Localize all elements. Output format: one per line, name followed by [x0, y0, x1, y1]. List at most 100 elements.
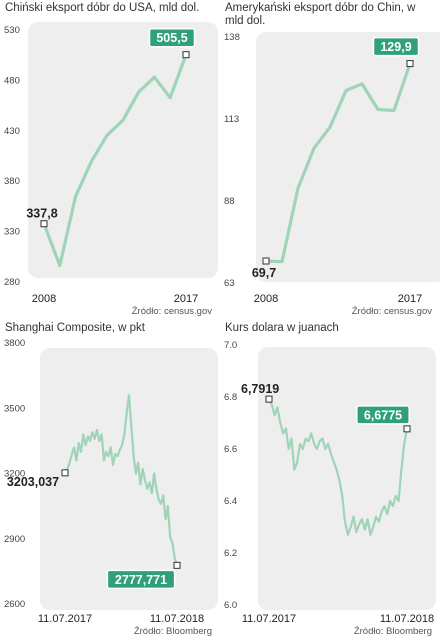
chart-title: Chiński eksport dóbr do USA, mld dol.: [5, 2, 200, 14]
start-marker: [262, 257, 270, 265]
data-point: [276, 406, 279, 408]
data-point: [392, 109, 396, 112]
data-point: [293, 469, 295, 471]
y-tick-label: 6.8: [224, 392, 237, 403]
data-point: [58, 264, 61, 267]
end-marker: [406, 60, 414, 68]
data-point: [68, 462, 71, 464]
x-tick-label: 2017: [398, 293, 422, 305]
y-tick-label: 2900: [4, 534, 25, 545]
data-point: [352, 516, 355, 518]
panel-shanghai-composite: Shanghai Composite, w pkt 2600 2900 3200 35…: [0, 320, 220, 640]
panel-usd-cny: Kurs dolara w juanach 6.0 6.2 6.4 6.6 6.8 7.0…: [220, 320, 440, 640]
y-tick-label: 6.6: [224, 444, 237, 455]
data-point: [71, 453, 73, 455]
data-point: [87, 435, 89, 438]
data-point: [151, 492, 153, 494]
data-point: [103, 459, 105, 462]
end-value-box: [106, 569, 176, 590]
data-point: [171, 542, 174, 544]
start-value-label: 337,8: [26, 207, 57, 221]
y-tick-label: 530: [4, 25, 20, 36]
data-point: [169, 96, 172, 99]
data-point: [160, 503, 162, 505]
data-point: [372, 526, 374, 528]
data-point: [341, 495, 343, 497]
data-point: [312, 146, 316, 150]
data-point: [271, 404, 273, 406]
data-point: [358, 523, 360, 525]
chart-title: Amerykański eksport dóbr do Chin, w mld …: [225, 2, 416, 27]
y-tick-label: 6.4: [224, 496, 237, 507]
data-point: [386, 513, 388, 515]
end-marker: [173, 561, 181, 569]
end-marker: [403, 425, 411, 433]
data-point: [395, 495, 397, 497]
data-point: [403, 443, 405, 445]
chart-source: Źródło: census.gov: [131, 306, 212, 317]
data-point: [91, 431, 94, 433]
y-tick-label: 430: [4, 126, 20, 137]
data-point: [313, 443, 315, 445]
y-tick-label: 7.0: [224, 340, 237, 351]
data-point: [114, 453, 116, 455]
data-point: [285, 427, 287, 429]
data-point: [347, 534, 349, 536]
start-marker: [40, 220, 48, 228]
data-point: [119, 448, 121, 451]
data-point: [381, 510, 383, 512]
data-point: [350, 526, 352, 528]
x-tick-label: 2008: [254, 293, 278, 305]
data-point: [378, 521, 380, 523]
data-point: [132, 455, 135, 457]
data-point: [299, 443, 301, 445]
data-point: [96, 429, 98, 431]
data-point: [82, 433, 84, 435]
data-point: [330, 453, 332, 455]
y-tick-label: 88: [224, 196, 235, 207]
data-point: [84, 444, 87, 446]
start-marker: [61, 469, 69, 477]
chart-title: Kurs dolara w juanach: [225, 322, 339, 334]
data-point: [310, 432, 312, 434]
chart-shanghai-composite: 2600 2900 3200 3500 3800 11.07.2017 11.07.2018…: [4, 338, 218, 625]
data-point: [126, 412, 128, 414]
start-value-label: 69,7: [252, 266, 276, 280]
data-point: [389, 500, 391, 502]
data-point: [112, 464, 114, 466]
data-point: [344, 89, 348, 92]
chart-usd-cny: 6.0 6.2 6.4 6.6 6.8 7.0 11.07.2017 11.07.2018 6,…: [224, 340, 436, 625]
data-point: [98, 440, 100, 442]
data-point: [158, 499, 160, 501]
panel-china-exports: Chiński eksport dóbr do USA, mld dol. 28…: [0, 0, 220, 320]
start-value-label: 3203,037: [7, 475, 59, 489]
end-value-label: 2777,771: [115, 573, 167, 587]
x-tick-label: 11.07.2018: [150, 613, 204, 625]
data-point: [302, 448, 304, 450]
data-point: [144, 479, 146, 481]
data-point: [73, 446, 75, 448]
data-point: [89, 440, 91, 442]
data-point: [121, 119, 125, 122]
data-point: [327, 443, 329, 445]
data-point: [155, 488, 158, 490]
x-tick-label: 2017: [174, 293, 198, 305]
y-tick-label: 113: [224, 114, 239, 125]
data-point: [319, 440, 321, 442]
y-tick-label: 63: [224, 278, 235, 289]
data-point: [137, 462, 139, 464]
data-point: [74, 195, 77, 198]
end-value-box: [148, 27, 196, 48]
y-tick-label: 280: [4, 277, 20, 288]
data-point: [105, 134, 109, 137]
data-point: [142, 468, 144, 470]
end-value-box: [372, 36, 420, 57]
start-value-label: 6,7919: [241, 382, 279, 396]
y-tick-label: 6.0: [224, 600, 237, 611]
x-tick-label: 2008: [32, 293, 56, 305]
data-point: [80, 451, 82, 453]
data-point: [305, 438, 307, 440]
data-point: [369, 534, 371, 536]
y-tick-label: 380: [4, 176, 20, 187]
data-point: [307, 440, 310, 442]
